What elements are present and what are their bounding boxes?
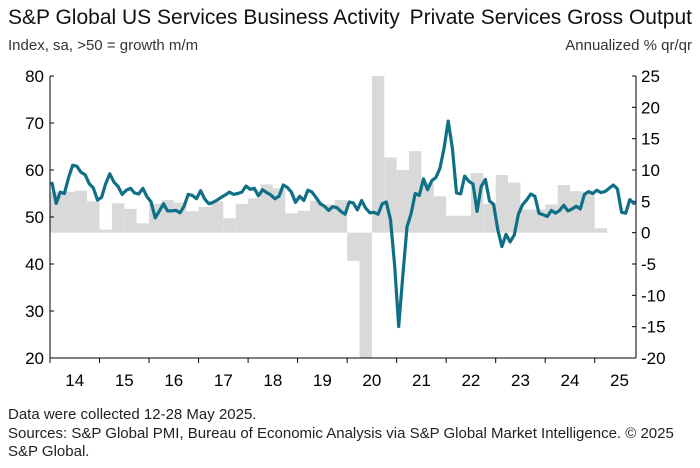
bar-2018Q4 [285,213,298,233]
right-tick-label: -15 [641,318,666,337]
x-tick-label: 18 [263,371,282,390]
x-tick-label: 19 [313,371,332,390]
pmi-line [50,119,636,329]
title-right: Private Services Gross Output [409,6,692,29]
bar-2021Q3 [421,182,434,233]
bar-2022Q4 [483,203,496,233]
right-tick-label: 20 [641,98,660,117]
bar-2021Q1 [396,170,410,233]
bar-2018Q1 [248,198,261,233]
bar-2018Q2 [260,184,273,233]
bar-2015Q4 [136,223,150,233]
bar-2024Q1 [545,204,558,233]
subtitle-left: Index, sa, >50 = growth m/m [8,37,199,54]
bar-2023Q2 [508,182,521,233]
left-tick-label: 70 [25,114,44,133]
bar-2015Q1 [99,229,112,233]
pmi-line-path [50,119,636,329]
bar-2022Q2 [458,215,471,233]
right-tick-label: 15 [641,130,660,149]
right-tick-label: -5 [641,255,656,274]
gross-output-bars [50,76,608,358]
left-tick-label: 20 [25,349,44,368]
bar-2020Q3 [371,76,385,233]
x-tick-label: 25 [610,371,629,390]
left-tick-label: 60 [25,161,44,180]
right-tick-label: 0 [641,224,650,243]
right-tick-label: -10 [641,286,666,305]
subtitle-right: Annualized % qr/qr [565,37,692,54]
chart-axes [49,75,637,363]
right-tick-label: 5 [641,192,650,211]
bar-2014Q4 [87,201,100,233]
x-tick-label: 22 [461,371,480,390]
x-tick-label: 24 [561,371,580,390]
bar-2017Q1 [198,206,211,233]
bar-2017Q2 [210,201,224,233]
bar-2017Q3 [223,218,236,233]
bar-2014Q3 [74,190,88,233]
bar-2024Q4 [582,191,595,233]
x-tick-label: 21 [412,371,431,390]
tick-labels: 20 30 40 50 60 70 80 -20 -15 -10 -5 0 5 10 15 20 25 14 15 1… [25,67,666,390]
bar-2017Q4 [235,203,249,233]
left-tick-label: 40 [25,255,44,274]
footnote-collection: Data were collected 12-28 May 2025. [8,406,257,423]
bar-2024Q3 [569,191,583,233]
bar-2019Q1 [297,210,310,233]
right-tick-label: 25 [641,67,660,86]
bar-2020Q1 [347,232,360,261]
x-tick-label: 16 [164,371,183,390]
footnote-sources: Sources: S&P Global PMI, Bureau of Econo… [8,425,674,460]
bar-2020Q2 [359,232,372,358]
x-tick-label: 20 [362,371,381,390]
bar-2014Q1 [50,191,63,233]
x-tick-label: 17 [214,371,233,390]
bar-2016Q4 [186,211,199,233]
bar-2021Q4 [433,196,447,233]
title-left: S&P Global US Services Business Activity [8,6,400,29]
bar-2015Q2 [111,203,125,233]
bar-2022Q1 [446,215,459,233]
left-tick-label: 80 [25,67,44,86]
bar-2020Q4 [384,157,397,233]
right-tick-label: -20 [641,349,666,368]
left-tick-label: 30 [25,302,44,321]
bar-2019Q2 [309,200,323,233]
right-tick-label: 10 [641,161,660,180]
bar-2015Q3 [124,208,137,233]
bar-2019Q4 [334,200,348,233]
bar-2014Q2 [62,191,75,233]
bar-2025Q1 [594,228,608,233]
x-tick-label: 15 [115,371,134,390]
bar-2023Q3 [520,209,533,233]
bar-2023Q1 [495,175,509,233]
left-tick-label: 50 [25,208,44,227]
x-tick-label: 14 [65,371,84,390]
bar-2024Q2 [557,185,570,233]
bar-2019Q3 [322,204,335,233]
x-tick-label: 23 [511,371,530,390]
chart-svg: 20 30 40 50 60 70 80 -20 -15 -10 -5 0 5 10 15 20 25 14 15 1… [25,67,666,390]
